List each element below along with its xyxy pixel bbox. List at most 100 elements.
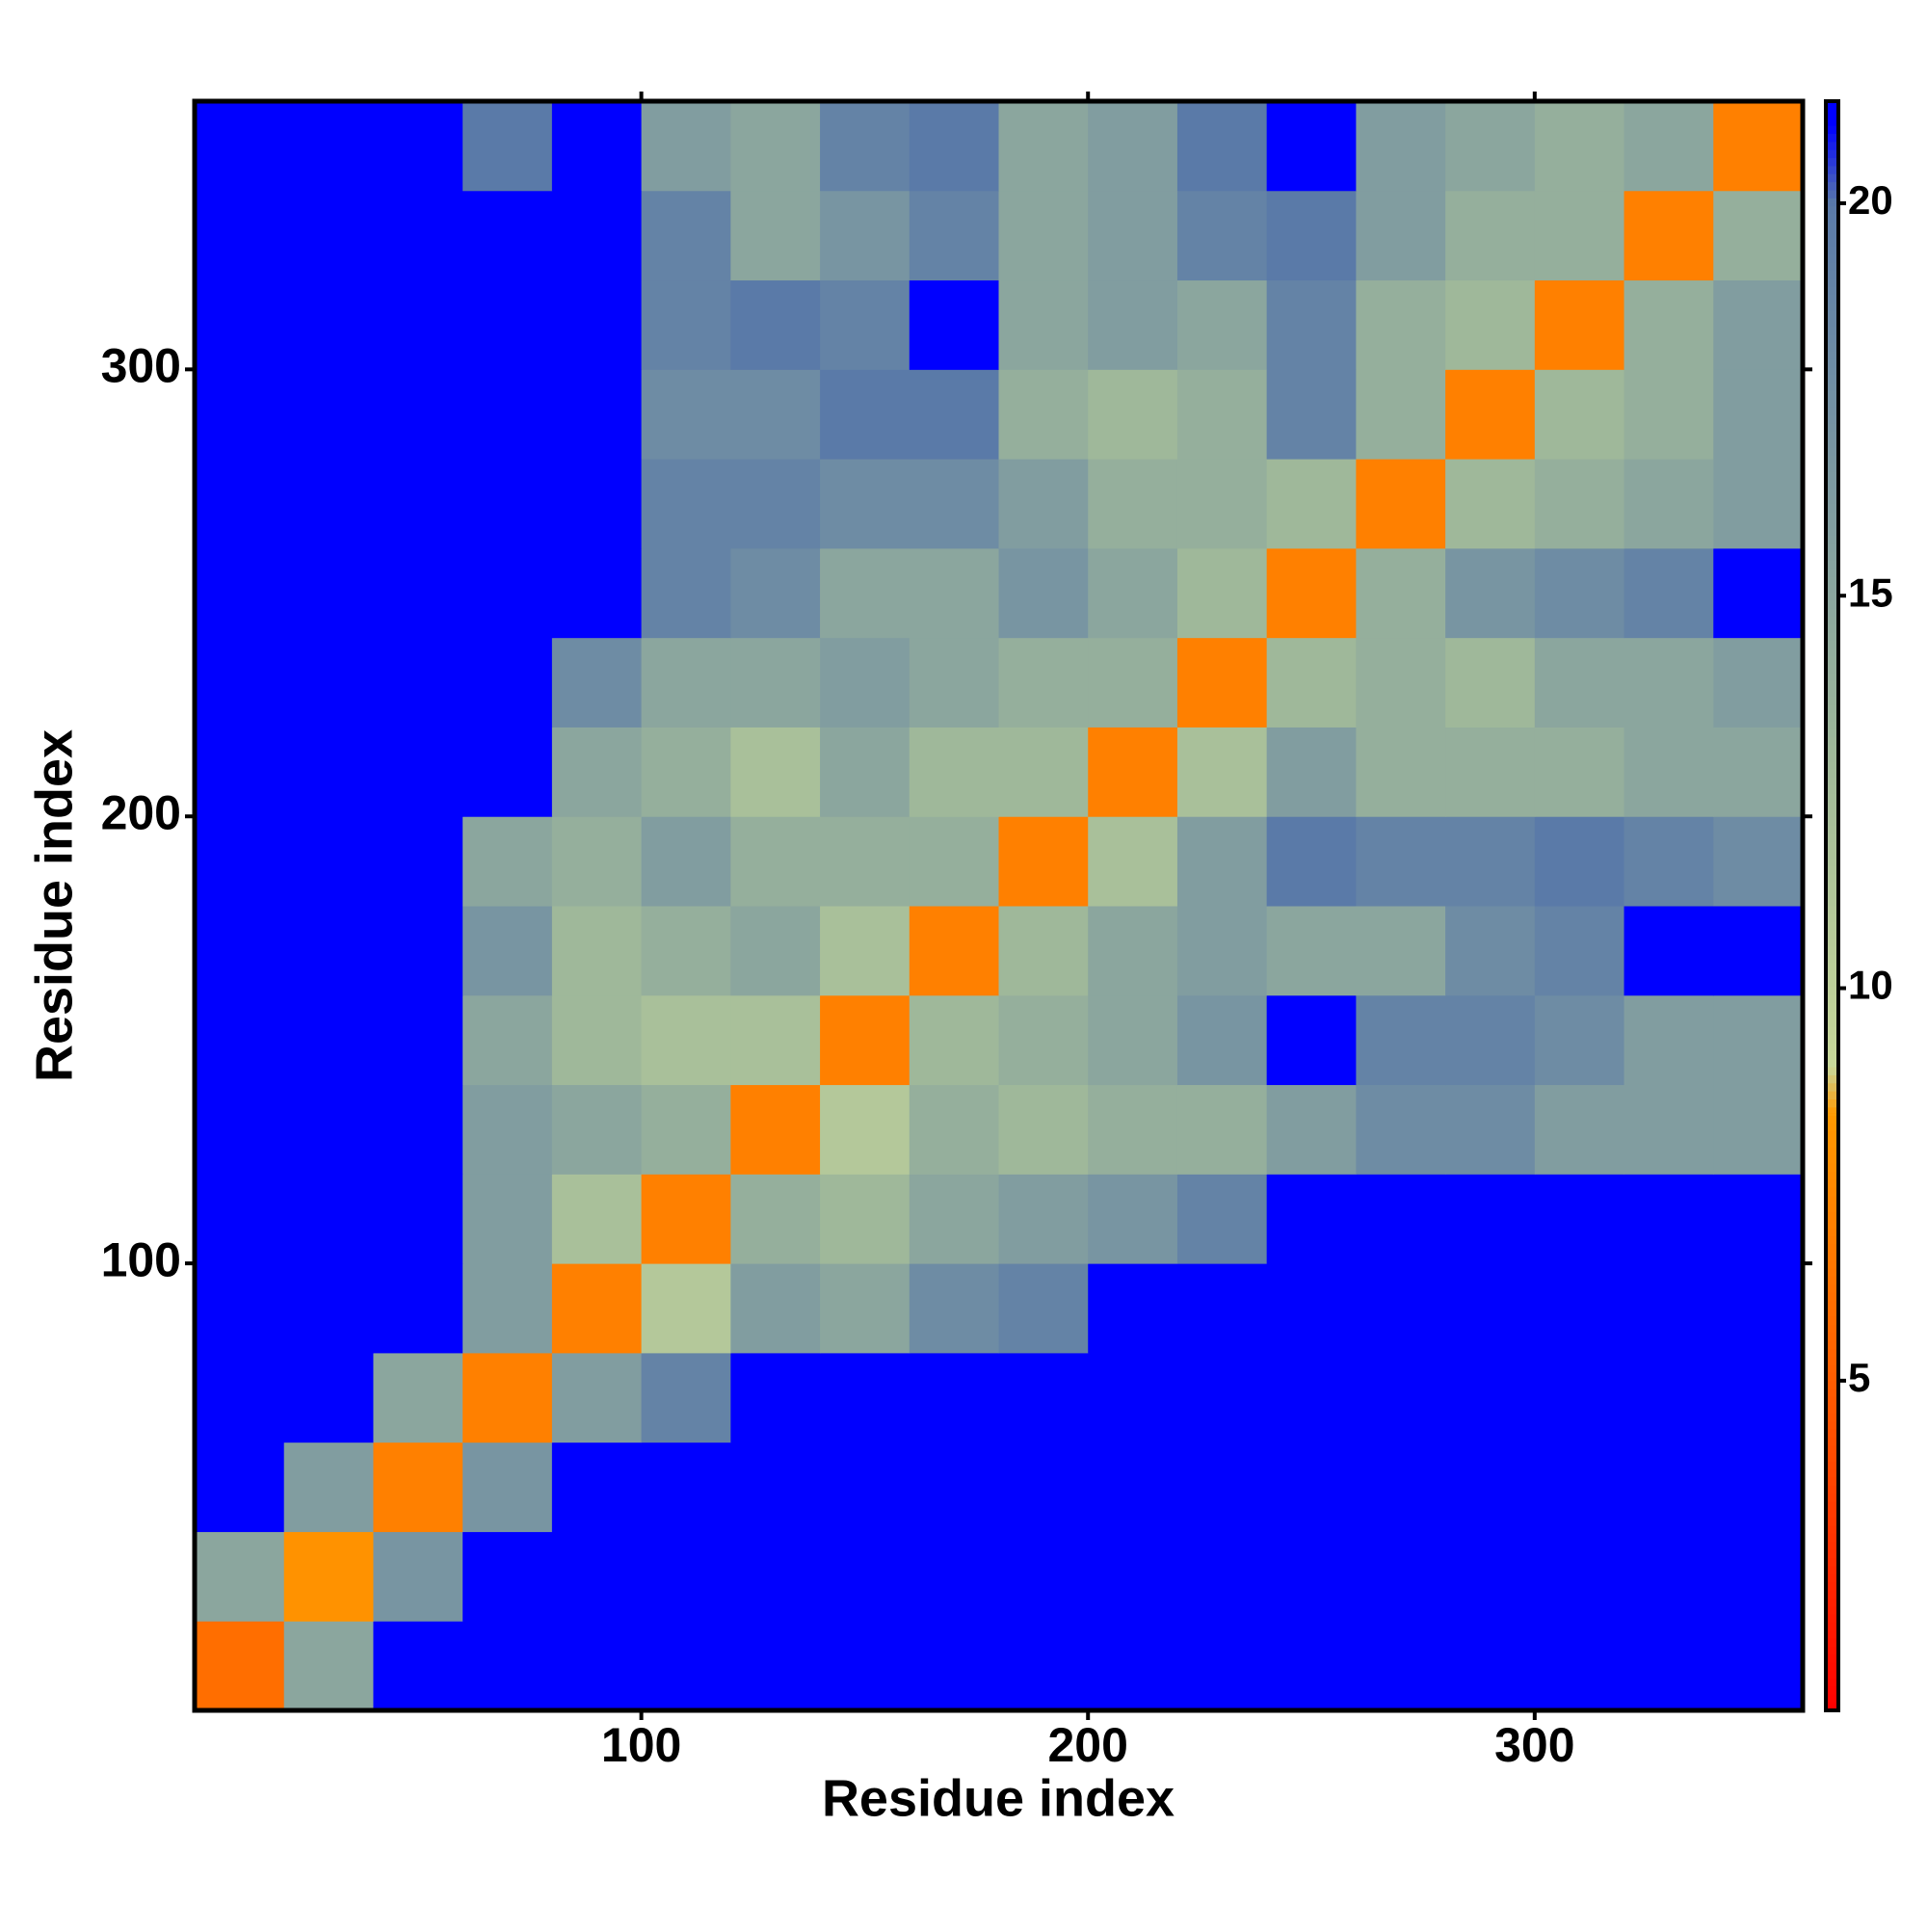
heatmap-cell (641, 637, 731, 728)
heatmap-cell (1534, 1442, 1625, 1532)
heatmap-cell (1266, 1531, 1357, 1622)
heatmap-cell (730, 369, 821, 460)
heatmap-cell (998, 547, 1089, 639)
heatmap-cell (909, 1442, 999, 1532)
heatmap-cell (820, 1084, 911, 1175)
heatmap-cell (909, 994, 999, 1086)
colorbar-step (1826, 1123, 1838, 1132)
heatmap-cell (730, 637, 821, 728)
heatmap-cell (730, 101, 821, 192)
heatmap-cell (1176, 190, 1268, 281)
colorbar-step (1826, 801, 1838, 810)
heatmap-cell (373, 1174, 463, 1264)
heatmap-cell (1445, 994, 1536, 1086)
heatmap-cell (998, 994, 1089, 1086)
colorbar-step (1826, 1363, 1838, 1373)
heatmap-cell (1356, 190, 1446, 281)
colorbar-step (1826, 712, 1838, 722)
colorbar-step (1826, 1235, 1838, 1245)
colorbar-step (1826, 390, 1838, 400)
heatmap-cell (1713, 816, 1804, 907)
y-axis-title: Residue index (25, 729, 83, 1082)
heatmap-cell (1356, 727, 1446, 817)
colorbar-step (1826, 189, 1838, 198)
colorbar-step (1826, 608, 1838, 617)
colorbar-step (1826, 229, 1838, 239)
heatmap-cell (1534, 1352, 1625, 1443)
heatmap-cell (551, 1352, 643, 1443)
colorbar-step (1826, 1171, 1838, 1180)
heatmap-cell (373, 637, 463, 728)
heatmap-cell (1534, 994, 1625, 1086)
heatmap-cell (820, 1621, 911, 1711)
heatmap-cell (462, 1084, 553, 1175)
colorbar-step (1826, 1026, 1838, 1036)
heatmap-cell (1623, 459, 1714, 549)
heatmap-cell (373, 1621, 463, 1711)
colorbar-step (1826, 696, 1838, 705)
heatmap-cell (1176, 727, 1268, 817)
colorbar-step (1826, 1203, 1838, 1212)
heatmap-cell (283, 727, 374, 817)
heatmap-cell (1088, 727, 1178, 817)
heatmap-cell (909, 369, 999, 460)
colorbar-step (1826, 173, 1838, 183)
heatmap-cell (462, 816, 553, 907)
colorbar-step (1826, 253, 1838, 263)
colorbar-step (1826, 511, 1838, 520)
x-axis-title: Residue index (822, 1769, 1175, 1827)
colorbar-step (1826, 398, 1838, 408)
colorbar-step (1826, 1228, 1838, 1236)
heatmap-cell (641, 101, 731, 192)
heatmap-cell (462, 637, 553, 728)
heatmap-cell (730, 816, 821, 907)
colorbar-step (1826, 125, 1838, 134)
heatmap-cell (373, 727, 463, 817)
heatmap-cell (283, 459, 374, 549)
heatmap-cell (730, 459, 821, 549)
colorbar-step (1826, 921, 1838, 931)
colorbar-step (1826, 1284, 1838, 1293)
heatmap-cell (1623, 1174, 1714, 1264)
heatmap-cell (909, 101, 999, 192)
heatmap-cell (1176, 637, 1268, 728)
colorbar-step (1826, 495, 1838, 505)
heatmap-cell (1356, 1621, 1446, 1711)
heatmap-cell (462, 906, 553, 996)
colorbar-step (1826, 841, 1838, 851)
colorbar-step (1826, 1187, 1838, 1197)
y-tick-label: 300 (101, 339, 181, 393)
colorbar-step (1826, 318, 1838, 328)
colorbar-step (1826, 849, 1838, 859)
colorbar-step (1826, 1163, 1838, 1173)
colorbar-step (1826, 1154, 1838, 1164)
colorbar-step (1826, 205, 1838, 215)
colorbar-step (1826, 358, 1838, 368)
heatmap-cell (1445, 1352, 1536, 1443)
heatmap-cell (195, 1084, 285, 1175)
heatmap-cell (462, 994, 553, 1086)
heatmap-cell (909, 1174, 999, 1264)
heatmap-cell (1266, 727, 1357, 817)
heatmap-cell (1176, 1263, 1268, 1354)
colorbar-step (1826, 1581, 1838, 1591)
heatmap-cell (1623, 1442, 1714, 1532)
heatmap-cell (373, 190, 463, 281)
heatmap-cell (1623, 994, 1714, 1086)
colorbar-step (1826, 889, 1838, 899)
heatmap-cell (730, 547, 821, 639)
colorbar-step (1826, 310, 1838, 320)
colorbar-step (1826, 350, 1838, 359)
heatmap-cell (641, 459, 731, 549)
heatmap-cell (551, 1263, 643, 1354)
colorbar-step (1826, 817, 1838, 827)
heatmap-cell (730, 1352, 821, 1443)
heatmap-cell (373, 1531, 463, 1622)
colorbar-step (1826, 383, 1838, 392)
heatmap-cell (1623, 1084, 1714, 1175)
colorbar-step (1826, 769, 1838, 778)
colorbar-step (1826, 833, 1838, 842)
heatmap-cell (820, 101, 911, 192)
colorbar-step (1826, 865, 1838, 875)
heatmap-cell (909, 1531, 999, 1622)
